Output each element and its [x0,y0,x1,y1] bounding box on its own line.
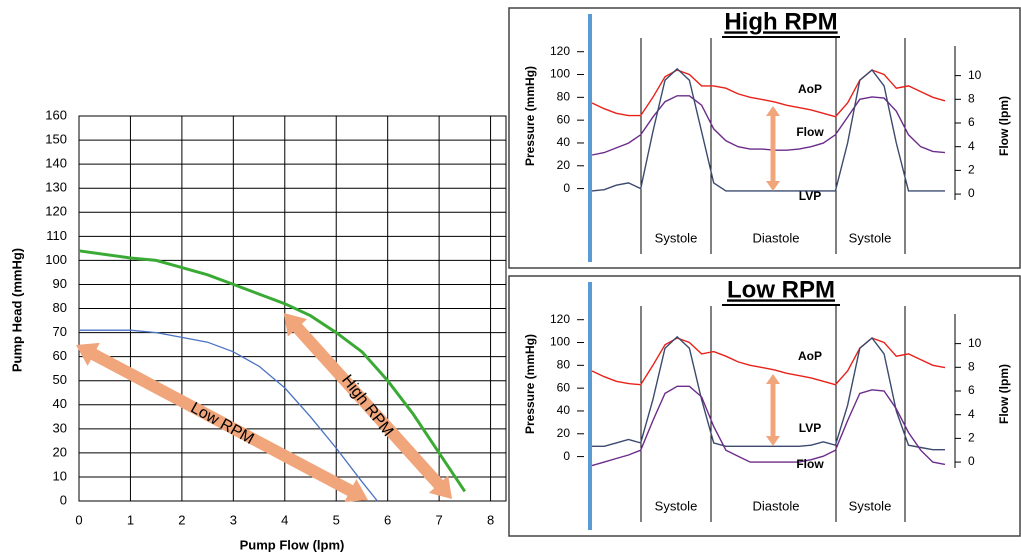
y-tick-label: 120 [45,204,67,219]
y-tick-label: 60 [557,112,571,126]
waveform [592,335,945,451]
panel [508,275,1021,537]
y-tick-label: 0 [563,449,570,463]
y-tick-label: 20 [557,158,571,172]
panel-title: High RPM [724,8,837,35]
y2-tick-label: 2 [968,431,975,445]
y-tick-label: 10 [53,468,67,483]
x-tick-label: 3 [230,512,237,527]
phase-label: Diastole [753,498,800,513]
curve [79,329,378,502]
x-tick-label: 7 [436,512,443,527]
waveform [591,69,946,118]
waveform [591,337,946,386]
y-tick-label: 20 [557,426,571,440]
y-tick-label: 30 [53,420,67,435]
y2-tick-label: 10 [968,336,982,350]
y-tick-label: 160 [45,107,67,122]
y-tick-label: 20 [53,444,67,459]
annotation: Low RPM [188,400,257,449]
curve [78,249,467,493]
arrow [766,106,780,191]
phase-label: Systole [655,230,698,245]
series-label: Flow [796,457,824,471]
phase-label: Systole [655,498,698,513]
waveform [591,67,945,192]
arrow [766,374,780,446]
series-label: AoP [798,82,822,96]
y-tick-label: 130 [45,180,67,195]
series-label: Flow [796,125,824,139]
y2-tick-label: 6 [968,383,975,397]
y-tick-label: 40 [557,403,571,417]
plot-frame [78,115,507,502]
y-axis-label: Pressure (mmHg) [523,66,537,166]
y-tick-label: 40 [53,396,67,411]
y-tick-label: 80 [557,90,571,104]
y-tick-label: 110 [46,228,67,243]
y-tick-label: 90 [53,276,67,291]
y-tick-label: 70 [53,324,67,339]
y2-tick-label: 0 [968,186,975,200]
phase-label: Systole [849,498,892,513]
phase-label: Systole [849,230,892,245]
y-tick-label: 120 [550,44,570,58]
y2-tick-label: 6 [968,115,975,129]
x-tick-label: 6 [384,512,391,527]
y-tick-label: 0 [60,492,67,507]
series-label: LVP [799,189,821,203]
phase-label: Diastole [753,230,800,245]
y2-tick-label: 8 [968,91,975,105]
x-axis-label: Pump Flow (lpm) [240,537,345,552]
y-axis-label: Pump Head (mmHg) [9,248,24,372]
y2-tick-label: 2 [968,163,975,177]
y-tick-label: 150 [45,132,67,147]
x-tick-label: 4 [281,512,288,527]
y-tick-label: 100 [550,67,570,81]
y-tick-label: 80 [53,300,67,315]
y2-axis-label: Flow (lpm) [997,96,1011,156]
y2-tick-label: 8 [968,359,975,373]
panel [508,7,1021,269]
y-tick-label: 60 [557,380,571,394]
y2-tick-label: 0 [968,454,975,468]
waveform [591,385,946,467]
y-axis-label: Pressure (mmHg) [523,334,537,434]
x-tick-label: 1 [127,512,134,527]
y-tick-label: 120 [550,312,570,326]
x-tick-label: 5 [333,512,340,527]
y-tick-label: 100 [45,252,67,267]
series-label: AoP [798,349,822,363]
arrow [76,342,368,503]
waveform [591,95,946,156]
y-tick-label: 100 [550,335,570,349]
y-tick-label: 0 [563,181,570,195]
x-tick-label: 2 [178,512,185,527]
y-tick-label: 40 [557,135,571,149]
x-tick-label: 8 [487,512,494,527]
arrow [284,313,452,499]
y-tick-label: 80 [557,358,571,372]
y2-axis-label: Flow (lpm) [997,364,1011,424]
panel-title: Low RPM [727,276,835,303]
y2-tick-label: 4 [968,139,975,153]
y2-tick-label: 10 [968,68,982,82]
x-tick-label: 0 [75,512,82,527]
y-tick-label: 50 [53,372,67,387]
y2-tick-label: 4 [968,407,975,421]
y-tick-label: 140 [45,156,67,171]
y-tick-label: 60 [53,348,67,363]
series-label: LVP [799,421,821,435]
